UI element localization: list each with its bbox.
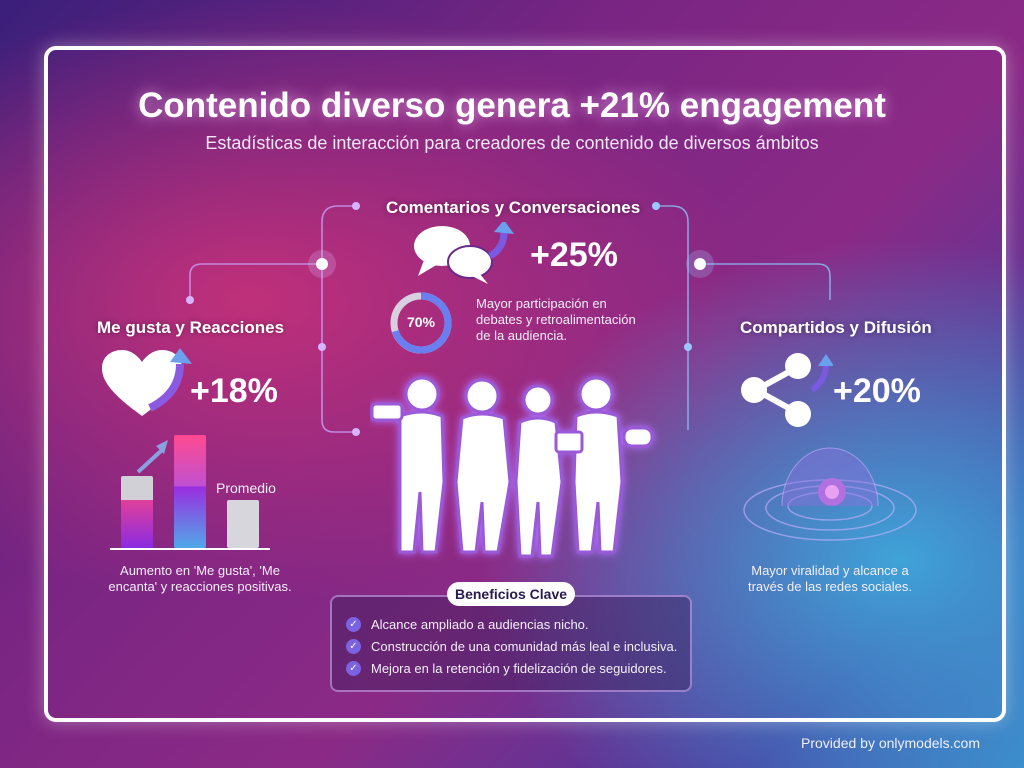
comments-desc-line2: debates y retroalimentación	[476, 312, 636, 327]
radar-reach-graphic	[743, 447, 917, 541]
likes-value: +18%	[190, 372, 278, 410]
benefit-item: ✓ Construcción de una comunidad más leal …	[346, 639, 677, 654]
shares-caption-line1: Mayor viralidad y alcance a	[751, 563, 909, 578]
benefits-title: Beneficios Clave	[447, 582, 575, 606]
shares-heading: Compartidos y Difusión	[740, 318, 932, 337]
footer-credit: Provided by onlymodels.com	[801, 735, 980, 751]
check-icon: ✓	[346, 617, 361, 632]
check-icon: ✓	[346, 661, 361, 676]
likes-bar-chart	[110, 435, 270, 550]
likes-caption-line1: Aumento en 'Me gusta', 'Me	[120, 563, 280, 578]
creators-illustration	[370, 376, 654, 558]
comments-donut	[390, 292, 452, 354]
connector-down-left	[321, 264, 356, 433]
comments-desc-line1: Mayor participación en	[476, 296, 607, 311]
check-icon: ✓	[346, 639, 361, 654]
benefit-item: ✓ Mejora en la retención y fidelización d…	[346, 661, 667, 676]
likes-caption-line2: encanta' y reacciones positivas.	[108, 579, 292, 594]
comments-value: +25%	[530, 236, 618, 274]
person-microphone	[454, 378, 512, 554]
bar-diverse	[174, 435, 206, 548]
shares-value: +20%	[833, 372, 921, 410]
comments-heading: Comentarios y Conversaciones	[386, 198, 641, 217]
benefit-item: ✓ Alcance ampliado a audiencias nicho.	[346, 617, 589, 632]
person-tablet-gamepad	[554, 376, 654, 554]
connector-top-right	[656, 205, 689, 430]
donut-arc	[390, 292, 452, 354]
bar-average	[227, 500, 259, 548]
heart-icon	[102, 348, 192, 416]
person-camera	[370, 376, 446, 554]
connector-top-left	[321, 205, 356, 264]
page-title: Contenido diverso genera +21% engagement	[138, 86, 886, 125]
connector-right	[700, 263, 831, 300]
average-bar-label: Promedio	[216, 480, 276, 496]
page-subtitle: Estadísticas de interacción para creador…	[205, 133, 819, 153]
likes-heading: Me gusta y Reacciones	[97, 318, 285, 337]
chat-bubbles-icon	[414, 222, 514, 284]
share-icon	[741, 353, 833, 427]
shares-caption-line2: través de las redes sociales.	[747, 579, 913, 594]
connector-left	[189, 263, 322, 300]
benefits-box: ✓ Alcance ampliado a audiencias nicho. ✓ C…	[330, 595, 692, 692]
infographic-frame	[44, 46, 1006, 722]
comments-desc-line3: de la audiencia.	[476, 328, 568, 343]
donut-label: 70%	[406, 314, 436, 330]
person-phone	[514, 384, 564, 558]
